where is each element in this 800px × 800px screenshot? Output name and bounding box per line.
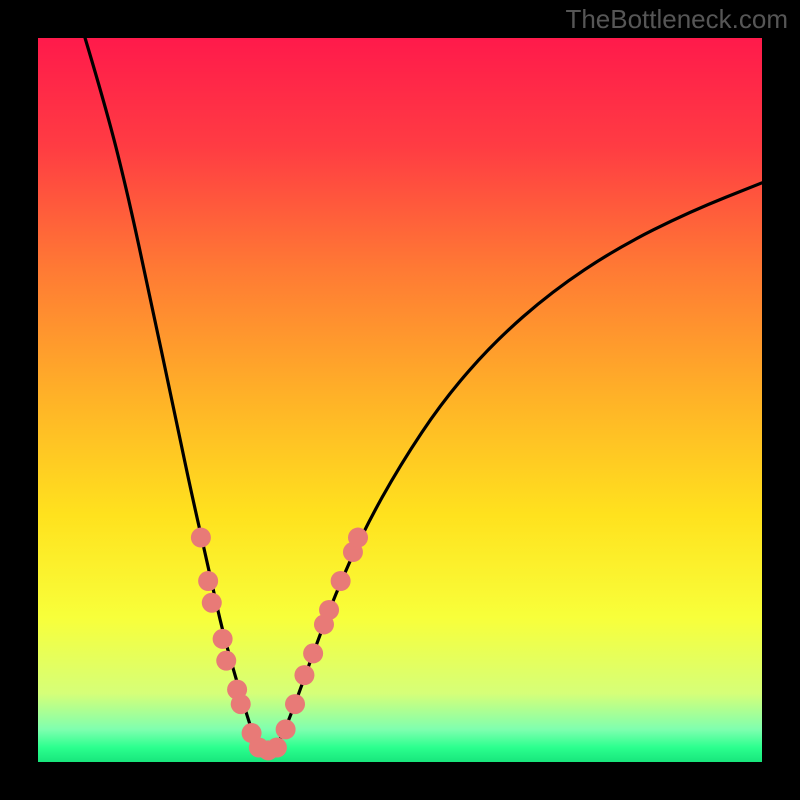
scatter-point bbox=[303, 643, 323, 663]
scatter-point bbox=[216, 651, 236, 671]
scatter-point bbox=[202, 593, 222, 613]
scatter-point bbox=[198, 571, 218, 591]
watermark-label: TheBottleneck.com bbox=[565, 4, 788, 35]
scatter-point bbox=[294, 665, 314, 685]
gradient-background bbox=[38, 38, 762, 762]
scatter-point bbox=[348, 528, 368, 548]
scatter-point bbox=[285, 694, 305, 714]
scatter-point bbox=[231, 694, 251, 714]
scatter-point bbox=[191, 528, 211, 548]
scatter-point bbox=[319, 600, 339, 620]
scatter-point bbox=[213, 629, 233, 649]
scatter-point bbox=[331, 571, 351, 591]
scatter-point bbox=[276, 719, 296, 739]
scatter-point bbox=[267, 738, 287, 758]
